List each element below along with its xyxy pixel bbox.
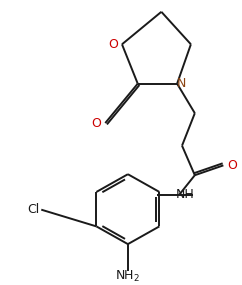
Text: NH$_2$: NH$_2$ [115,269,140,284]
Text: O: O [91,117,101,130]
Text: O: O [108,38,118,51]
Text: NH: NH [176,188,194,201]
Text: Cl: Cl [27,203,39,216]
Text: N: N [176,77,186,90]
Text: O: O [227,159,237,172]
